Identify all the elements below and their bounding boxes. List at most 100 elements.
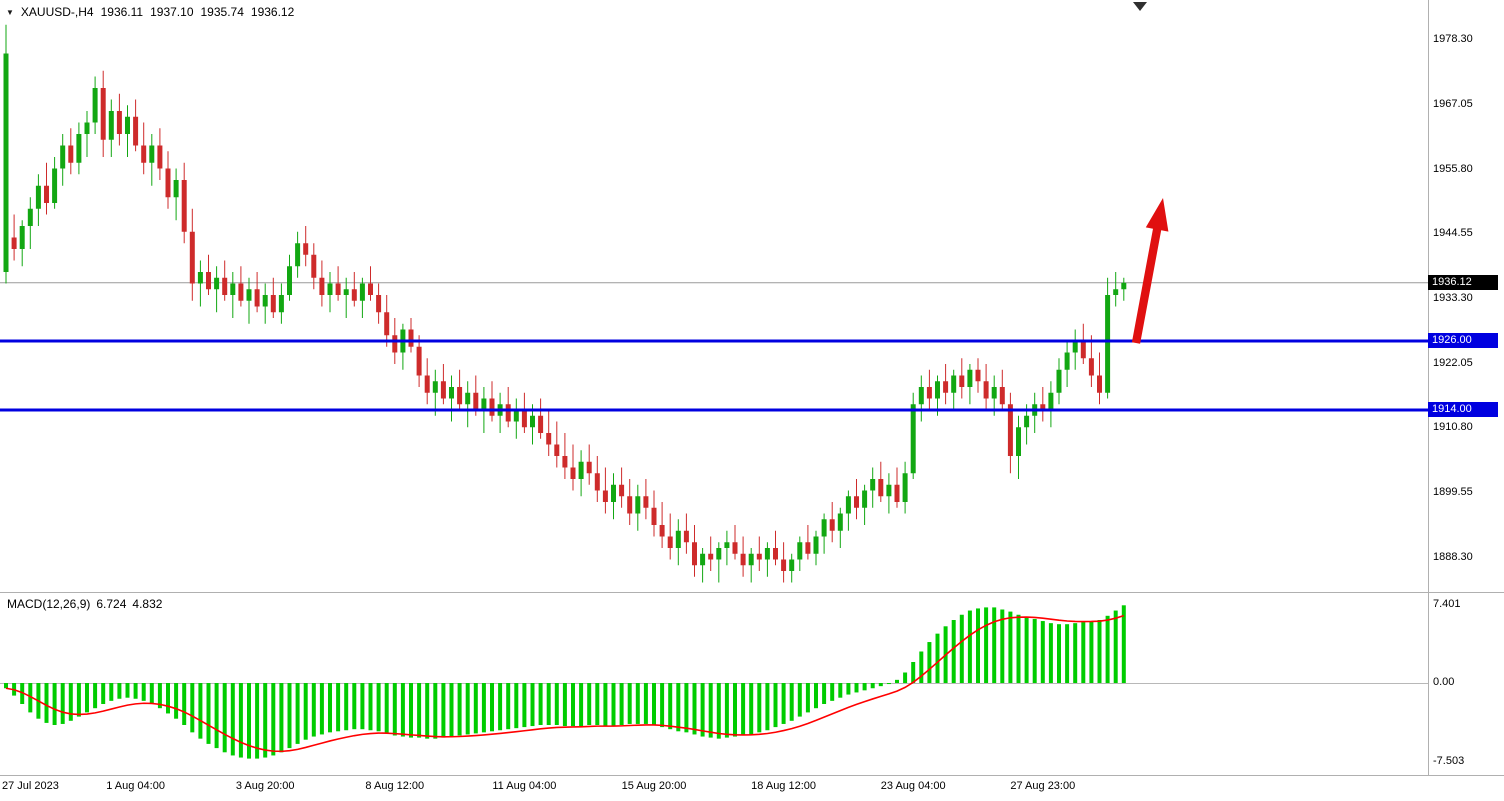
- candle-body: [1088, 358, 1094, 376]
- price-axis-label: 1888.30: [1433, 550, 1473, 563]
- ohlc-close: 1936.12: [250, 5, 295, 19]
- candle-body: [756, 553, 762, 560]
- candle-body: [667, 536, 673, 548]
- candle-body: [262, 295, 268, 307]
- macd-histogram-bar: [854, 683, 859, 693]
- candle-body: [432, 381, 438, 393]
- candle-body: [3, 53, 9, 272]
- macd-histogram-bar: [498, 683, 503, 731]
- macd-histogram-bar: [959, 614, 964, 683]
- macd-histogram-bar: [781, 683, 786, 724]
- candle-body: [886, 484, 892, 497]
- time-axis-label: 8 Aug 12:00: [365, 780, 425, 792]
- candle-body: [392, 335, 398, 353]
- macd-histogram-bar: [1040, 621, 1045, 683]
- candle-body: [76, 134, 82, 163]
- candle-body: [149, 145, 155, 163]
- candle-body: [813, 536, 819, 554]
- candle-body: [999, 387, 1005, 405]
- candle-body: [165, 168, 171, 198]
- candle-body: [935, 381, 940, 399]
- macd-histogram-bar: [271, 683, 276, 756]
- candle-body: [708, 553, 714, 560]
- candle-body: [1121, 282, 1127, 290]
- macd-histogram-bar: [28, 683, 33, 713]
- candle-body: [546, 433, 552, 445]
- candle-body: [521, 410, 527, 428]
- candle-body: [1040, 404, 1046, 410]
- candle-body: [368, 283, 373, 295]
- candle-body: [773, 548, 778, 560]
- macd-histogram-bar: [522, 683, 527, 728]
- candle-body: [951, 375, 957, 393]
- chart-shift-marker[interactable]: [1133, 2, 1147, 11]
- macd-histogram-bar: [757, 683, 762, 733]
- candle-body: [959, 375, 965, 387]
- macd-histogram-bar: [93, 683, 98, 709]
- macd-histogram-bar: [830, 683, 835, 701]
- candle-body: [197, 272, 203, 284]
- candle-body: [35, 185, 41, 209]
- macd-histogram-bar: [44, 683, 49, 723]
- price-axis-label: 1933.30: [1433, 292, 1473, 305]
- macd-histogram-bar: [797, 683, 802, 717]
- candle-body: [230, 283, 236, 295]
- macd-histogram-bar: [1000, 609, 1005, 683]
- macd-histogram-bar: [903, 672, 908, 683]
- candle-body: [562, 456, 568, 468]
- candle-body: [440, 381, 446, 399]
- candle-body: [967, 369, 973, 387]
- candle-body: [408, 329, 414, 347]
- candle-body: [902, 473, 908, 502]
- macd-histogram-bar: [174, 683, 179, 719]
- candle-body: [481, 398, 487, 410]
- candle-body: [530, 415, 535, 428]
- macd-histogram-bar: [101, 683, 106, 704]
- macd-histogram-bar: [571, 683, 575, 727]
- level-price-tag: 1926.00: [1428, 333, 1498, 348]
- time-axis-label: 1 Aug 04:00: [106, 780, 165, 792]
- macd-histogram-bar: [400, 683, 405, 737]
- trend-arrow[interactable]: [1131, 198, 1169, 344]
- candle-body: [116, 111, 122, 134]
- macd-histogram-bar: [1121, 605, 1126, 683]
- macd-histogram-bar: [1097, 620, 1102, 683]
- candle-body: [1016, 427, 1021, 456]
- candle-body: [60, 145, 66, 169]
- macd-histogram-bar: [490, 683, 494, 732]
- macd-histogram-bar: [676, 683, 681, 732]
- candle-body: [683, 530, 689, 543]
- macd-histogram-bar: [157, 683, 162, 709]
- macd-histogram-bar: [303, 683, 308, 740]
- macd-histogram-bar: [652, 683, 656, 725]
- candle-body: [108, 111, 114, 140]
- macd-histogram-bar: [1008, 611, 1013, 683]
- macd-histogram-bar: [255, 683, 260, 759]
- macd-histogram-bar: [360, 683, 365, 730]
- macd-indicator-label: MACD(12,26,9) 6.724 4.832: [7, 597, 162, 611]
- candle-body: [805, 542, 811, 554]
- candle-body: [319, 277, 325, 295]
- candle-body: [910, 404, 916, 474]
- candle-body: [586, 461, 592, 474]
- macd-histogram-bar: [166, 683, 170, 714]
- macd-histogram-bar: [433, 683, 438, 739]
- candle-body: [643, 496, 649, 508]
- macd-histogram-bar: [619, 683, 624, 725]
- macd-histogram-bar: [741, 683, 746, 736]
- macd-histogram-bar: [919, 651, 924, 683]
- macd-histogram-bar: [587, 683, 592, 725]
- candle-body: [44, 185, 49, 203]
- macd-histogram-bar: [409, 683, 413, 738]
- candle-body: [1072, 341, 1078, 353]
- macd-histogram-bar: [878, 683, 883, 687]
- candle-body: [1080, 341, 1086, 359]
- macd-histogram-bar: [1016, 614, 1021, 683]
- candle-body: [789, 559, 795, 571]
- macd-histogram-bar: [838, 683, 843, 698]
- macd-histogram-bar: [724, 683, 729, 738]
- macd-histogram-bar: [263, 683, 268, 758]
- candle-body: [797, 542, 803, 560]
- candle-body: [578, 461, 584, 479]
